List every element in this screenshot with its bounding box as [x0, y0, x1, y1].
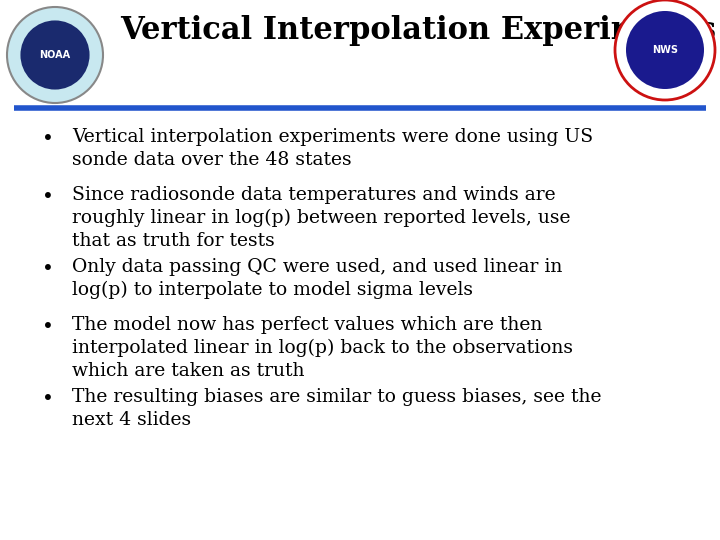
Text: Vertical interpolation experiments were done using US
sonde data over the 48 sta: Vertical interpolation experiments were … — [72, 128, 593, 169]
Text: The resulting biases are similar to guess biases, see the
next 4 slides: The resulting biases are similar to gues… — [72, 388, 601, 429]
Text: Vertical Interpolation Experiments: Vertical Interpolation Experiments — [120, 15, 716, 46]
Text: •: • — [42, 130, 54, 149]
Text: •: • — [42, 260, 54, 279]
Circle shape — [615, 0, 715, 100]
Circle shape — [20, 21, 89, 90]
Text: NWS: NWS — [652, 45, 678, 55]
Text: •: • — [42, 390, 54, 409]
Circle shape — [7, 7, 103, 103]
Text: •: • — [42, 318, 54, 337]
Text: NOAA: NOAA — [40, 50, 71, 60]
Text: Only data passing QC were used, and used linear in
log(p) to interpolate to mode: Only data passing QC were used, and used… — [72, 258, 562, 299]
Text: •: • — [42, 188, 54, 207]
Text: The model now has perfect values which are then
interpolated linear in log(p) ba: The model now has perfect values which a… — [72, 316, 573, 380]
Circle shape — [626, 11, 704, 89]
Text: Since radiosonde data temperatures and winds are
roughly linear in log(p) betwee: Since radiosonde data temperatures and w… — [72, 186, 570, 250]
